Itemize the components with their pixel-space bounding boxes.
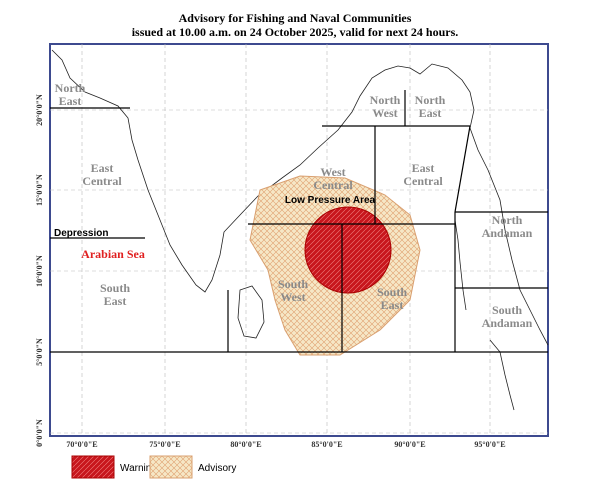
region-label-line: South	[492, 303, 522, 317]
region-label: South East	[100, 281, 130, 308]
region-label-line: East	[104, 294, 127, 308]
region-label-line: East	[59, 94, 82, 108]
region-label: South Andaman	[482, 303, 533, 330]
warning-area	[304, 206, 392, 294]
region-label-line: Central	[313, 178, 353, 192]
region-label-line: East	[419, 106, 442, 120]
legend-label: Advisory	[198, 463, 236, 474]
region-label-line: South	[100, 281, 130, 295]
region-label: North East	[55, 81, 86, 108]
region-label-line: South	[377, 285, 407, 299]
region-label-line: West	[372, 106, 397, 120]
longitude-label: 75°0'0"E	[149, 440, 180, 449]
region-label: East Central	[403, 161, 443, 188]
map-frame	[49, 43, 549, 437]
region-label-line: Andaman	[482, 226, 533, 240]
depression-label: Depression	[54, 228, 108, 239]
legend-label: Warning	[120, 463, 157, 474]
latitude-label: 15°0'0"N	[35, 174, 44, 206]
region-label: North West	[370, 93, 401, 120]
region-label-line: East	[91, 161, 114, 175]
region-label: East Central	[82, 161, 122, 188]
region-label-line: North	[415, 93, 446, 107]
region-label-line: Central	[82, 174, 122, 188]
latitude-label: 5°0'0"N	[35, 338, 44, 366]
longitude-label: 70°0'0"E	[66, 440, 97, 449]
region-label: South East	[377, 285, 407, 312]
low-pressure-label: Low Pressure Area	[285, 195, 376, 206]
latitude-label: 0°0'0"N	[35, 419, 44, 447]
region-label-line: West	[280, 290, 305, 304]
legend-swatch	[71, 455, 115, 479]
region-label-line: East	[412, 161, 435, 175]
longitude-label: 85°0'0"E	[311, 440, 342, 449]
region-label-line: Andaman	[482, 316, 533, 330]
longitude-label: 95°0'0"E	[474, 440, 505, 449]
legend-swatch	[149, 455, 193, 479]
region-label-line: East	[381, 298, 404, 312]
region-label: West Central	[313, 165, 353, 192]
subtitle: issued at 10.00 a.m. on 24 October 2025,…	[132, 25, 459, 39]
region-label-line: West	[320, 165, 345, 179]
longitude-label: 90°0'0"E	[394, 440, 425, 449]
region-label-line: North	[55, 81, 86, 95]
region-label-line: Central	[403, 174, 443, 188]
region-label: North East	[415, 93, 446, 120]
sea-label: Arabian Sea	[81, 247, 145, 261]
longitude-label: 80°0'0"E	[230, 440, 261, 449]
region-label-line: North	[492, 213, 523, 227]
latitude-label: 10°0'0"N	[35, 255, 44, 287]
region-label-line: North	[370, 93, 401, 107]
latitude-label: 20°0'0"N	[35, 94, 44, 126]
region-label: North Andaman	[482, 213, 533, 240]
region-label-line: South	[278, 277, 308, 291]
region-label: South West	[278, 277, 308, 304]
title: Advisory for Fishing and Naval Communiti…	[179, 11, 412, 25]
